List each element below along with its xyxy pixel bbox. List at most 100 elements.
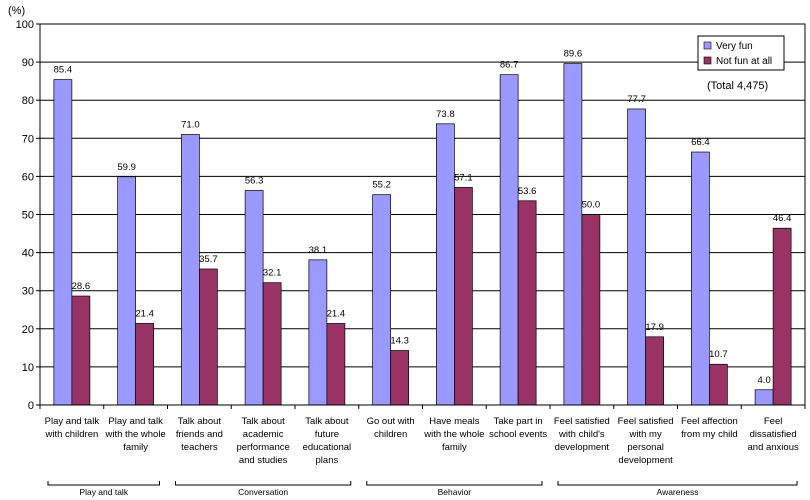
bar-not-fun-at-all [326, 323, 346, 406]
category-label: family [123, 442, 148, 453]
group-label-behavior: Behavior [438, 487, 472, 497]
category-label: teachers [181, 442, 218, 453]
y-tick-label: 30 [22, 286, 34, 298]
group-label-conversation: Conversation [238, 487, 288, 497]
group-bracket [47, 481, 160, 486]
data-label-not-fun-at-all: 21.4 [327, 308, 346, 319]
bar-very-fun [244, 190, 264, 406]
legend: Very fun Not fun at all [697, 35, 785, 71]
y-tick-label: 40 [22, 248, 34, 260]
y-tick-label: 100 [16, 19, 34, 31]
group-label-awareness: Awareness [657, 487, 699, 497]
y-tick-label: 80 [22, 95, 34, 107]
y-unit-label: (%) [8, 5, 25, 17]
data-label-very-fun: 56.3 [245, 175, 264, 186]
data-label-very-fun: 38.1 [309, 245, 328, 256]
y-tick-label: 10 [22, 362, 34, 374]
legend-label-not-fun: Not fun at all [716, 56, 772, 67]
data-label-not-fun-at-all: 17.9 [645, 322, 664, 333]
category-label: educational [303, 442, 352, 453]
data-label-not-fun-at-all: 35.7 [199, 254, 218, 265]
group-bracket [366, 481, 543, 486]
data-label-very-fun: 71.0 [181, 119, 200, 130]
data-label-not-fun-at-all: 10.7 [709, 349, 728, 360]
category-labels: Play and talk with children Play and talk w… [44, 416, 799, 466]
bar-very-fun [563, 63, 583, 406]
bar-very-fun [627, 108, 646, 406]
category-label: family [442, 442, 467, 453]
bar-not-fun-at-all [262, 282, 282, 406]
bar-very-fun [181, 134, 200, 406]
category-label: with my [629, 429, 662, 440]
category-label: school events [489, 429, 547, 440]
bar-very-fun [691, 151, 710, 406]
category-label: Feel satisfied [554, 416, 610, 427]
gridlines: 0 10 20 30 40 50 60 70 80 90 100 [16, 19, 805, 412]
total-annotation: (Total 4,475) [707, 80, 768, 92]
category-label: personal [627, 442, 663, 453]
bars: 85.4 28.6 59.9 21.4 71.0 35.7 56.3 32.1 38.1 21.4… [53, 49, 792, 406]
data-label-very-fun: 4.0 [758, 375, 771, 386]
data-label-very-fun: 86.7 [500, 60, 519, 71]
bar-not-fun-at-all [135, 323, 154, 406]
bar-not-fun-at-all [517, 200, 537, 406]
bar-very-fun [499, 74, 519, 406]
category-label: performance [236, 442, 289, 453]
group-bracket [175, 481, 352, 486]
y-tick-label: 0 [28, 400, 34, 412]
category-label: friends and [176, 429, 223, 440]
y-tick-label: 70 [22, 133, 34, 145]
group-label-play-and-talk: Play and talk [79, 487, 128, 497]
data-label-not-fun-at-all: 57.1 [454, 172, 473, 183]
category-groups: Play and talk Conversation Behavior Awarene… [47, 481, 798, 497]
data-label-very-fun: 77.7 [627, 94, 646, 105]
bar-not-fun-at-all [772, 227, 792, 406]
category-label: Go out with [367, 416, 415, 427]
category-label: development [618, 455, 673, 466]
bar-very-fun [372, 194, 391, 406]
group-bracket [557, 481, 798, 486]
category-label: and studies [239, 455, 288, 466]
data-label-not-fun-at-all: 14.3 [390, 336, 409, 347]
bar-not-fun-at-all [71, 295, 91, 406]
bar-very-fun [754, 389, 774, 406]
y-tick-label: 90 [22, 57, 34, 69]
category-label: with children [44, 429, 98, 440]
data-label-very-fun: 89.6 [564, 49, 583, 60]
bar-very-fun [117, 176, 136, 406]
data-label-not-fun-at-all: 32.1 [263, 268, 282, 279]
category-label: from my child [681, 429, 737, 440]
y-tick-label: 20 [22, 324, 34, 336]
bar-not-fun-at-all [199, 268, 218, 406]
data-label-very-fun: 55.2 [372, 180, 391, 191]
category-label: children [374, 429, 407, 440]
category-label: with the whole [105, 429, 166, 440]
legend-swatch-not-fun [703, 56, 712, 65]
data-label-not-fun-at-all: 46.4 [773, 213, 792, 224]
category-label: future [315, 429, 339, 440]
bar-not-fun-at-all [709, 363, 728, 406]
category-label: Talk about [241, 416, 285, 427]
category-label: Feel [764, 416, 782, 427]
category-label: Have meals [429, 416, 479, 427]
data-label-not-fun-at-all: 53.6 [518, 186, 537, 197]
bar-not-fun-at-all [581, 214, 601, 406]
category-label: with child's [558, 429, 605, 440]
bar-very-fun [53, 79, 73, 406]
y-tick-label: 50 [22, 210, 34, 222]
data-label-very-fun: 73.8 [436, 109, 455, 120]
category-label: Feel satisfied [618, 416, 674, 427]
category-label: dissatisfied [750, 429, 797, 440]
bar-not-fun-at-all [645, 336, 664, 406]
category-label: Talk about [178, 416, 222, 427]
category-label: with the whole [423, 429, 484, 440]
legend-label-very-fun: Very fun [716, 41, 753, 52]
category-label: academic [243, 429, 284, 440]
data-label-not-fun-at-all: 50.0 [582, 200, 601, 211]
category-label: and anxious [748, 442, 799, 453]
data-label-very-fun: 85.4 [54, 65, 73, 76]
y-tick-label: 60 [22, 171, 34, 183]
category-label: Feel affection [681, 416, 738, 427]
data-label-very-fun: 66.4 [691, 137, 710, 148]
category-label: Play and talk [45, 416, 100, 427]
